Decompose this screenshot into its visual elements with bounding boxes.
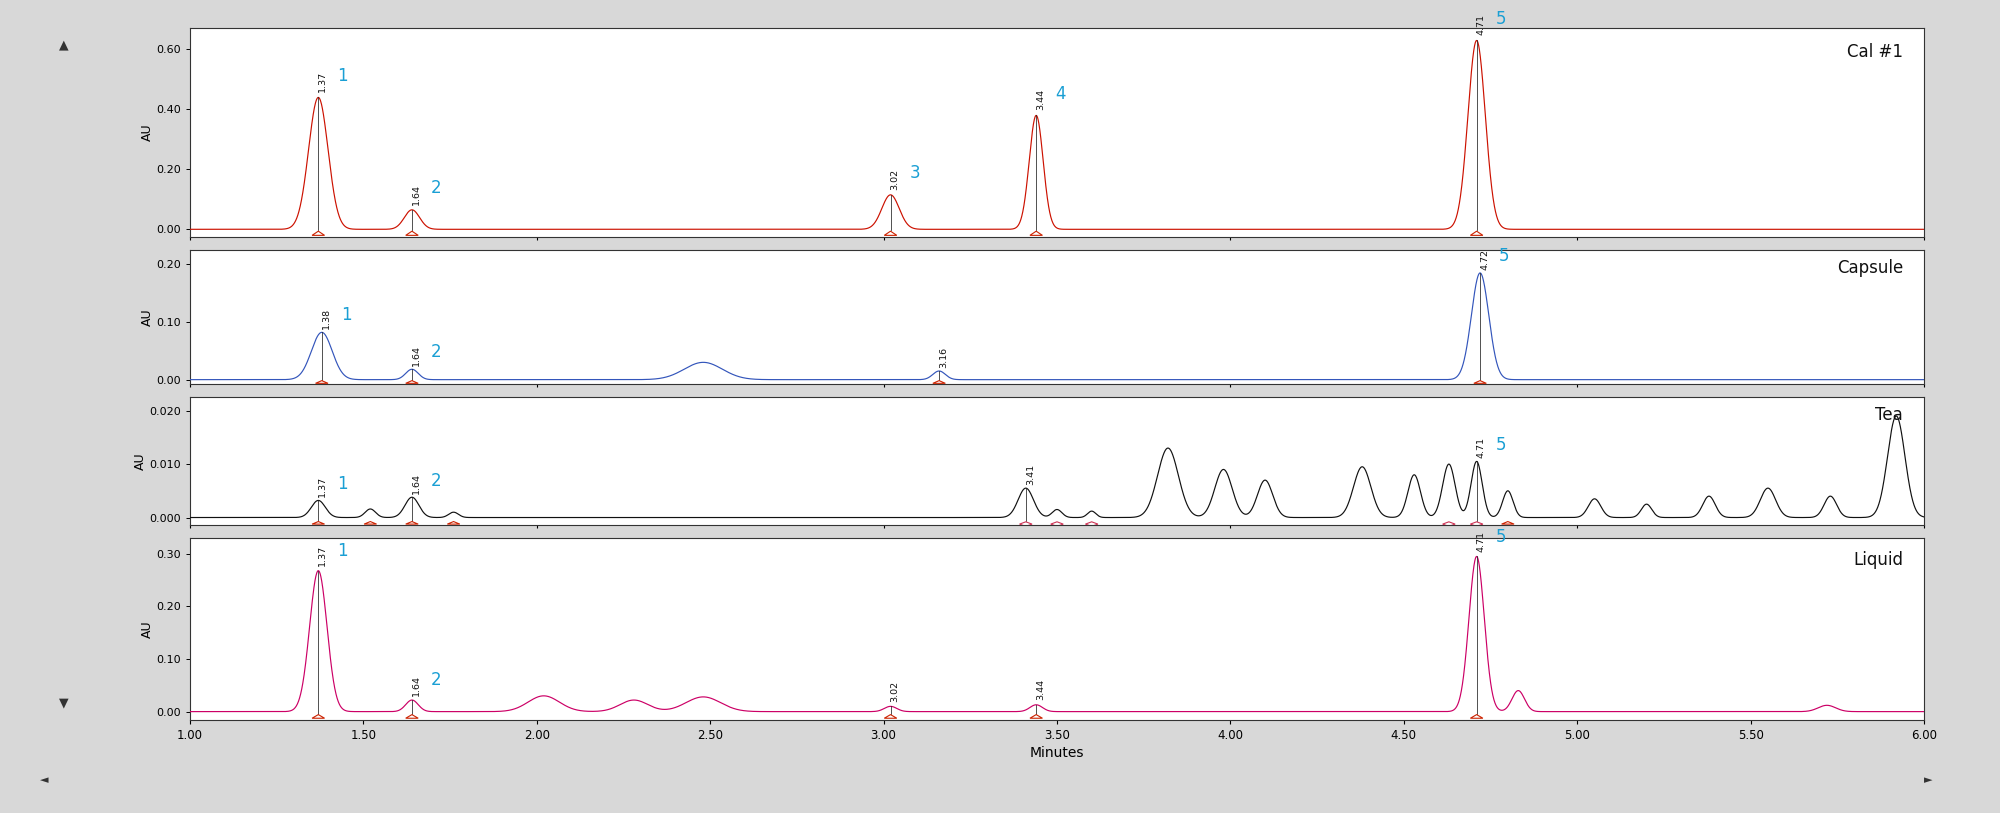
Text: Capsule: Capsule [1836, 259, 1904, 277]
Text: 1.38: 1.38 [322, 308, 330, 329]
Text: 1.37: 1.37 [318, 545, 328, 566]
Text: 4.72: 4.72 [1480, 249, 1490, 270]
Text: 2: 2 [432, 343, 442, 361]
Y-axis label: AU: AU [140, 620, 154, 637]
Text: ►: ► [1924, 776, 1932, 785]
Text: 1.37: 1.37 [318, 71, 328, 92]
Text: 1.64: 1.64 [412, 675, 420, 695]
Text: 4: 4 [1056, 85, 1066, 103]
Text: ▲: ▲ [60, 38, 68, 51]
Text: 1: 1 [338, 67, 348, 85]
Text: Cal #1: Cal #1 [1848, 43, 1904, 61]
Text: 5: 5 [1500, 247, 1510, 265]
Text: 4.71: 4.71 [1476, 437, 1486, 459]
Text: ▼: ▼ [60, 697, 68, 710]
Y-axis label: AU: AU [140, 308, 154, 326]
Text: 1: 1 [338, 475, 348, 493]
Text: 1: 1 [340, 307, 352, 324]
Text: Liquid: Liquid [1854, 550, 1904, 569]
Y-axis label: AU: AU [140, 124, 154, 141]
Text: 3.44: 3.44 [1036, 89, 1046, 111]
Text: 1.37: 1.37 [318, 476, 328, 498]
Text: 1: 1 [338, 541, 348, 560]
Text: 3.02: 3.02 [890, 680, 900, 702]
Text: 3.44: 3.44 [1036, 679, 1046, 700]
Text: 3: 3 [910, 164, 920, 182]
Text: 1.64: 1.64 [412, 345, 420, 366]
Text: 1.64: 1.64 [412, 473, 420, 494]
Text: 3.02: 3.02 [890, 168, 900, 189]
Text: 5: 5 [1496, 528, 1506, 546]
X-axis label: Minutes: Minutes [1030, 746, 1084, 759]
Text: 2: 2 [432, 672, 442, 689]
Text: Tea: Tea [1876, 406, 1904, 424]
Y-axis label: AU: AU [134, 452, 146, 470]
Text: ◄: ◄ [40, 776, 48, 785]
Text: 3.41: 3.41 [1026, 463, 1034, 485]
Text: 5: 5 [1496, 436, 1506, 454]
Text: 1.64: 1.64 [412, 184, 420, 205]
Text: 3.16: 3.16 [940, 346, 948, 367]
Text: 4.71: 4.71 [1476, 15, 1486, 35]
Text: 4.71: 4.71 [1476, 531, 1486, 552]
Text: 5: 5 [1496, 10, 1506, 28]
Text: 2: 2 [432, 472, 442, 489]
Text: 2: 2 [432, 180, 442, 198]
